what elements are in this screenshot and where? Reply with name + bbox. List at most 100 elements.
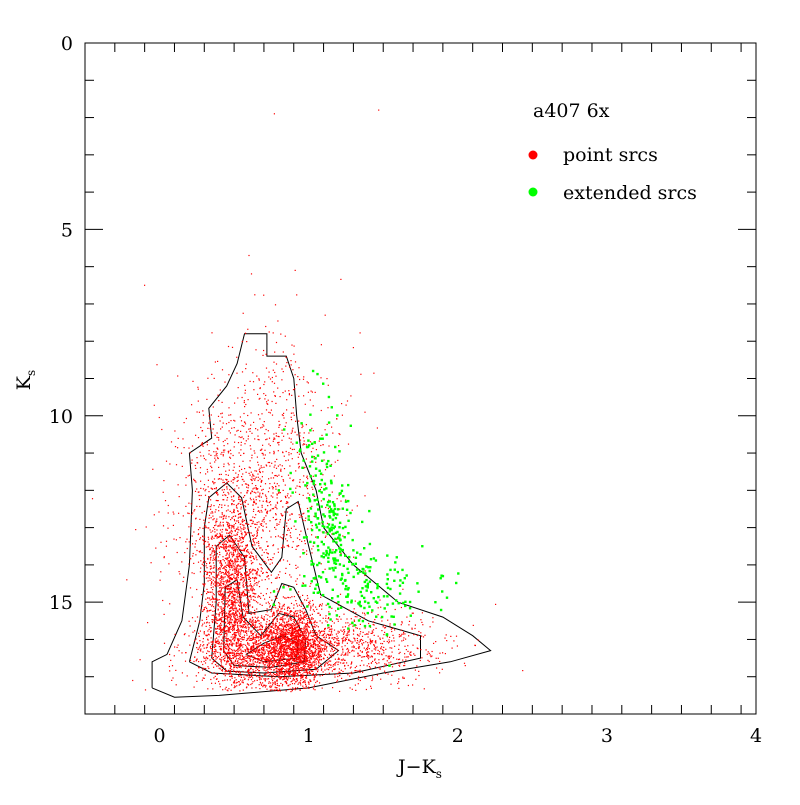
- point-src-point: [294, 679, 296, 681]
- point-src-point: [282, 679, 284, 681]
- point-src-point: [252, 599, 255, 601]
- point-src-point: [225, 588, 227, 590]
- point-src-point: [309, 602, 311, 605]
- point-src-point: [287, 672, 289, 674]
- point-src-point: [332, 644, 334, 646]
- point-src-point: [229, 617, 231, 619]
- point-src-point: [302, 681, 304, 684]
- point-src-point: [233, 624, 236, 627]
- point-src-point: [247, 549, 249, 551]
- point-src-point: [252, 544, 254, 546]
- point-src-point: [244, 619, 246, 621]
- point-src-point: [252, 573, 254, 575]
- point-src-point: [238, 612, 240, 614]
- point-src-point: [295, 653, 298, 655]
- point-src-point: [169, 653, 171, 656]
- point-src-point: [293, 624, 295, 626]
- point-src-point: [209, 579, 211, 581]
- point-src-point: [221, 617, 223, 619]
- point-src-point: [232, 682, 235, 684]
- point-src-point: [308, 666, 310, 668]
- point-src-point: [233, 661, 235, 663]
- point-src-point: [275, 668, 277, 670]
- point-src-point: [220, 659, 222, 661]
- point-src-point: [294, 644, 296, 646]
- point-src-point: [211, 605, 213, 607]
- point-src-point: [230, 600, 232, 602]
- point-src-point: [299, 657, 301, 659]
- point-src-point: [196, 659, 198, 661]
- point-src-point: [228, 573, 230, 575]
- point-src-point: [322, 648, 324, 650]
- point-src-point: [224, 627, 226, 629]
- point-src-point: [191, 596, 193, 598]
- point-src-point: [277, 690, 279, 692]
- point-src-point: [217, 574, 219, 576]
- point-src-point: [225, 584, 227, 586]
- point-src-point: [231, 603, 233, 605]
- point-src-point: [217, 639, 219, 641]
- point-src-point: [292, 646, 294, 648]
- point-src-point: [222, 542, 224, 544]
- point-src-point: [200, 648, 202, 650]
- point-src-point: [271, 634, 273, 636]
- point-src-point: [237, 658, 239, 660]
- point-src-point: [273, 618, 275, 620]
- point-src-point: [243, 610, 245, 612]
- point-src-point: [247, 598, 249, 600]
- point-src-point: [268, 627, 270, 629]
- point-src-point: [229, 574, 231, 577]
- point-src-point: [274, 681, 276, 683]
- point-src-point: [301, 640, 303, 643]
- point-src-point: [242, 608, 244, 611]
- point-src-point: [147, 622, 149, 624]
- point-src-point: [224, 591, 226, 593]
- point-src-point: [389, 625, 391, 627]
- point-src-point: [359, 670, 361, 672]
- point-src-point: [261, 648, 263, 650]
- point-src-point: [237, 642, 239, 644]
- point-src-point: [252, 669, 254, 671]
- point-src-point: [302, 663, 304, 665]
- point-src-point: [223, 577, 225, 579]
- point-src-point: [229, 599, 231, 601]
- point-src-point: [271, 661, 273, 663]
- point-src-point: [177, 644, 179, 646]
- point-src-point: [398, 678, 400, 680]
- point-src-point: [217, 599, 219, 601]
- point-src-point: [234, 591, 237, 593]
- point-src-point: [286, 613, 288, 615]
- point-src-point: [320, 651, 322, 653]
- point-src-point: [222, 572, 224, 574]
- point-src-point: [233, 565, 235, 567]
- point-src-point: [254, 651, 256, 653]
- point-src-point: [276, 576, 278, 578]
- point-src-point: [270, 653, 272, 655]
- point-src-point: [401, 621, 403, 623]
- point-src-point: [276, 679, 278, 681]
- point-src-point: [308, 687, 310, 689]
- point-src-point: [233, 602, 235, 604]
- point-src-point: [330, 628, 332, 630]
- point-src-point: [249, 621, 251, 623]
- point-src-point: [229, 631, 231, 633]
- point-src-point: [239, 673, 241, 675]
- point-src-point: [275, 633, 277, 635]
- point-src-point: [302, 617, 304, 619]
- point-src-point: [219, 648, 221, 650]
- point-src-point: [229, 489, 231, 491]
- point-src-point: [265, 662, 267, 664]
- point-src-point: [256, 647, 258, 649]
- point-src-point: [237, 653, 240, 655]
- point-src-point: [225, 545, 227, 547]
- point-src-point: [234, 623, 236, 625]
- point-src-point: [252, 628, 255, 630]
- point-src-point: [280, 669, 282, 671]
- point-src-point: [444, 637, 446, 639]
- point-src-point: [293, 666, 295, 668]
- point-src-point: [271, 632, 273, 634]
- point-src-point: [233, 546, 235, 548]
- point-src-point: [367, 644, 369, 646]
- point-src-point: [289, 666, 291, 668]
- point-src-point: [222, 567, 224, 570]
